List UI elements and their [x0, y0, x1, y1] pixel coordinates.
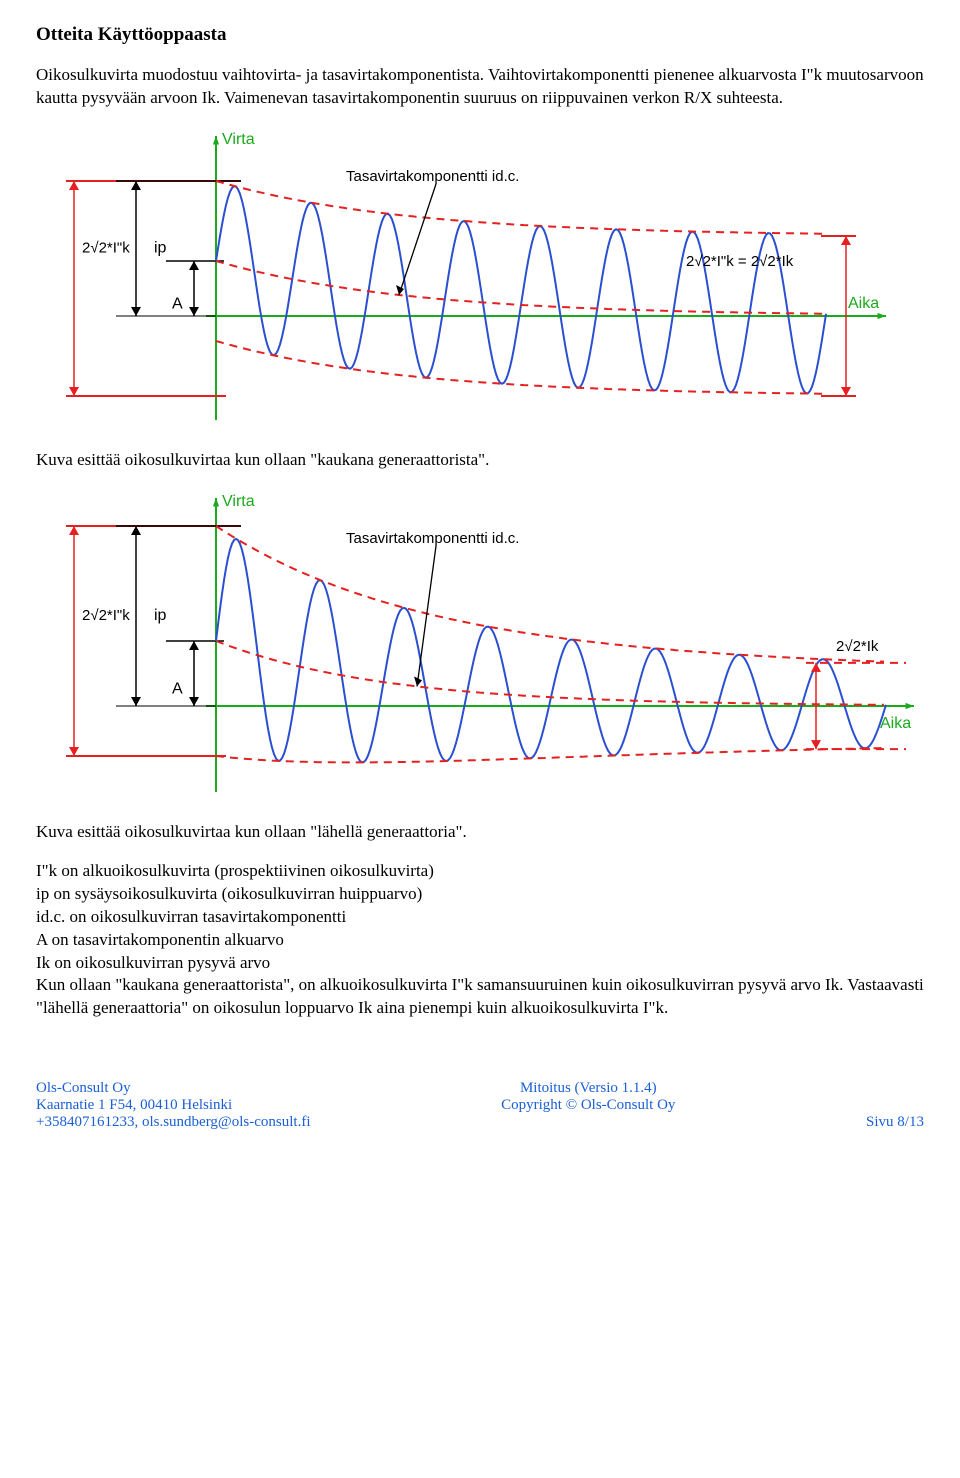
intro-paragraph: Oikosulkuvirta muodostuu vaihtovirta- ja…: [36, 64, 924, 110]
svg-text:A: A: [172, 680, 183, 697]
chart-near-generator: Virta Aika 2√2*I"k ip A Tasavirtakomponentti …: [36, 488, 924, 803]
svg-text:2√2*I"k = 2√2*Ik: 2√2*I"k = 2√2*Ik: [686, 253, 794, 270]
svg-text:2√2*Ik: 2√2*Ik: [836, 638, 879, 655]
svg-text:ip: ip: [154, 239, 167, 256]
svg-text:Virta: Virta: [222, 131, 255, 148]
footer-contact: +358407161233, ols.sundberg@ols-consult.…: [36, 1114, 311, 1131]
footer-version: Mitoitus (Versio 1.1.4): [520, 1080, 657, 1097]
svg-text:ip: ip: [154, 607, 167, 624]
svg-text:Virta: Virta: [222, 493, 255, 510]
footer-address: Kaarnatie 1 F54, 00410 Helsinki: [36, 1097, 311, 1114]
svg-text:Aika: Aika: [880, 715, 911, 732]
chart-far-from-generator: Virta Aika 2√2*I"k ip A Tasavirtakomponentti …: [36, 126, 924, 431]
svg-text:Aika: Aika: [848, 295, 879, 312]
svg-text:2√2*I"k: 2√2*I"k: [82, 607, 130, 624]
svg-text:Tasavirtakomponentti id.c.: Tasavirtakomponentti id.c.: [346, 530, 519, 547]
page-footer: Ols-Consult Oy Kaarnatie 1 F54, 00410 He…: [36, 1080, 924, 1131]
footer-company: Ols-Consult Oy: [36, 1080, 311, 1097]
definitions: I"k on alkuoikosulkuvirta (prospektiivin…: [36, 860, 924, 1021]
svg-text:A: A: [172, 295, 183, 312]
footer-copyright: Copyright © Ols-Consult Oy: [501, 1097, 675, 1114]
svg-text:Tasavirtakomponentti id.c.: Tasavirtakomponentti id.c.: [346, 168, 519, 185]
svg-text:2√2*I"k: 2√2*I"k: [82, 239, 130, 256]
caption-2: Kuva esittää oikosulkuvirtaa kun ollaan …: [36, 821, 924, 844]
caption-1: Kuva esittää oikosulkuvirtaa kun ollaan …: [36, 449, 924, 472]
footer-page-number: Sivu 8/13: [866, 1114, 924, 1131]
page-title: Otteita Käyttöoppaasta: [36, 24, 924, 46]
